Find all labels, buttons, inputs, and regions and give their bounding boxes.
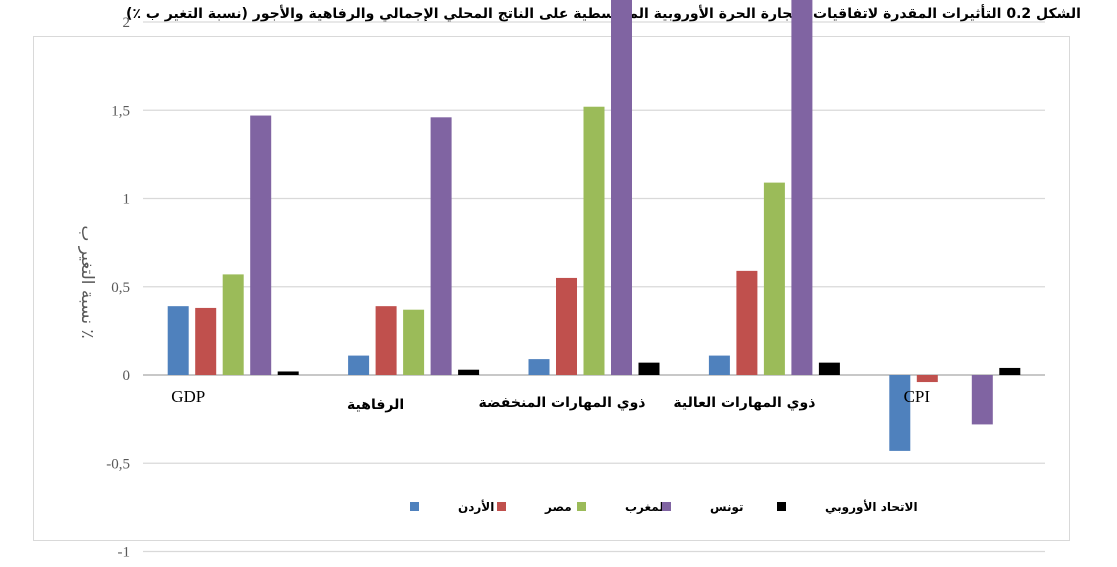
category-label: CPI	[904, 387, 931, 406]
bar	[818, 362, 840, 375]
bar	[458, 369, 480, 375]
y-axis-ticks: -1-0,500,511,522,533,5	[106, 15, 131, 561]
bar	[250, 115, 272, 376]
chart-frame	[33, 36, 1070, 541]
legend: الأردن مصر المغرب تونس الاتحاد الأوروبي	[410, 499, 918, 515]
bar	[889, 375, 911, 451]
bar	[638, 362, 660, 375]
category-labels: GDP الرفاهية ذوي المهارات المنخفضة ذوي المه…	[171, 387, 930, 413]
bar	[430, 117, 452, 375]
bar	[528, 359, 550, 375]
bar	[556, 277, 577, 375]
bar	[222, 274, 244, 375]
legend-label: تونس	[710, 500, 744, 515]
bar	[348, 355, 370, 375]
legend-label: الاتحاد الأوروبي	[825, 499, 918, 515]
bar	[611, 0, 632, 376]
bar	[277, 371, 299, 375]
legend-swatch	[777, 502, 786, 511]
legend-label: المغرب	[625, 500, 668, 514]
bar	[167, 306, 189, 375]
legend-swatch	[577, 502, 586, 511]
legend-label: الأردن	[458, 499, 494, 514]
y-tick-label: 1	[123, 192, 131, 208]
category-label: GDP	[171, 387, 205, 406]
category-label: الرفاهية	[347, 397, 404, 413]
y-tick-label: 0	[123, 368, 131, 384]
legend-swatch	[662, 502, 671, 511]
y-tick-label: 0,5	[111, 280, 130, 296]
legend-label: مصر	[544, 500, 572, 514]
y-tick-label: 1,5	[111, 103, 130, 119]
category-label: ذوي المهارات المنخفضة	[479, 395, 646, 412]
bar	[403, 309, 425, 375]
y-tick-label: 2	[123, 15, 131, 31]
bar	[195, 307, 217, 375]
y-tick-label: -1	[118, 545, 131, 561]
y-axis-label: نسبة التغير ب ٪	[77, 225, 97, 338]
bar	[763, 182, 785, 375]
y-tick-label: -0,5	[106, 456, 130, 472]
bar	[736, 270, 758, 375]
bar	[791, 0, 813, 375]
figure-title: الشكل 0.2 التأثيرات المقدرة لاتفاقيات ال…	[126, 6, 1081, 22]
bar	[708, 355, 730, 375]
bars	[167, 0, 1021, 451]
bar	[583, 106, 605, 375]
legend-swatch	[497, 502, 506, 511]
bar	[916, 375, 938, 383]
legend-swatch	[410, 502, 419, 511]
category-label: ذوي المهارات العالية	[673, 395, 815, 412]
bar	[375, 306, 397, 375]
bar	[999, 367, 1021, 375]
bar	[971, 375, 993, 425]
